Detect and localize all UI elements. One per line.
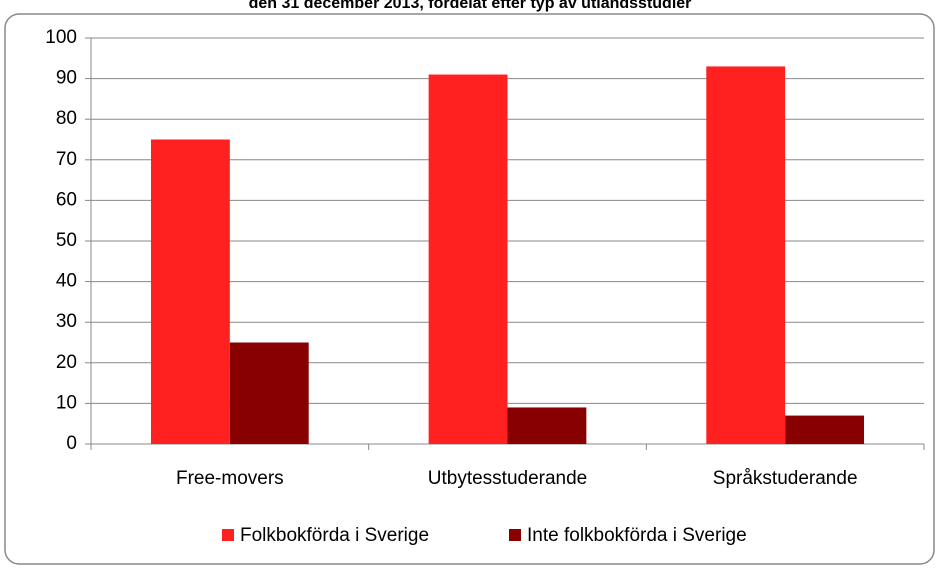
bar xyxy=(785,415,865,444)
y-tick-label: 30 xyxy=(56,311,77,332)
y-tick-label: 90 xyxy=(56,68,77,89)
y-tick-label: 80 xyxy=(56,108,77,129)
chart-title: den 31 december 2013, fördelat efter typ… xyxy=(249,0,692,12)
y-tick-label: 70 xyxy=(56,149,77,170)
legend-label: Inte folkbokförda i Sverige xyxy=(527,525,747,546)
y-tick-label: 100 xyxy=(45,27,77,48)
y-tick-label: 20 xyxy=(56,352,77,373)
bar xyxy=(507,407,587,444)
bar xyxy=(706,66,786,445)
bar xyxy=(150,139,230,444)
y-tick-label: 60 xyxy=(56,189,77,210)
legend-swatch xyxy=(509,529,521,541)
bar xyxy=(229,342,309,444)
x-tick-label: Free-movers xyxy=(176,468,284,489)
y-tick-label: 40 xyxy=(56,271,77,292)
x-tick-label: Utbytesstuderande xyxy=(428,468,588,489)
legend-label: Folkbokförda i Sverige xyxy=(240,525,429,546)
y-tick-label: 10 xyxy=(56,392,77,413)
bar xyxy=(428,74,508,444)
legend-swatch xyxy=(222,529,234,541)
y-tick-label: 50 xyxy=(56,230,77,251)
y-tick-label: 0 xyxy=(66,433,77,454)
x-tick-label: Språkstuderande xyxy=(713,468,858,489)
